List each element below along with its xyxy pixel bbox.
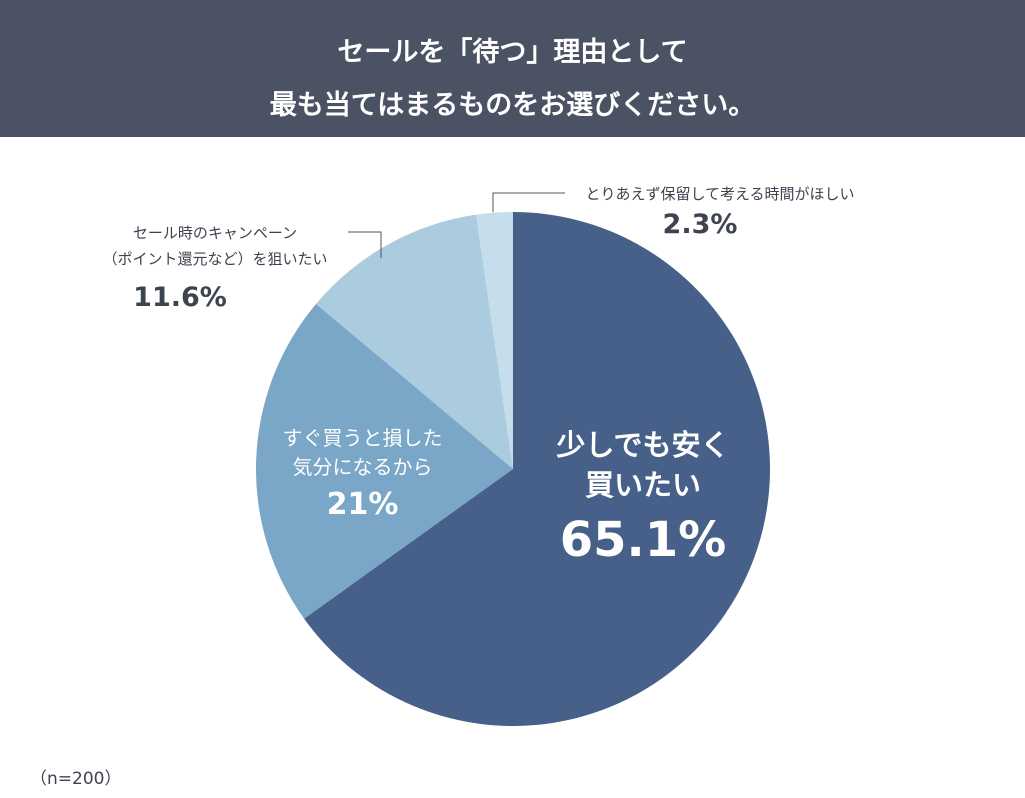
slice-4-value: 2.3% [662, 209, 738, 240]
pie-slice-2 [256, 303, 513, 619]
leader-line-slice-4 [492, 192, 565, 212]
title-line-2: 最も当てはまるものをお選びください。 [269, 90, 756, 121]
sample-size-note: （n=200） [30, 769, 122, 789]
slice-1-label: 少しでも安く 買いたい 65.1% [513, 425, 773, 575]
leader-line-slice-3 [348, 231, 382, 258]
slice-3-label: セール時のキャンペーン （ポイント還元など）を狙いたい 11.6% [60, 220, 370, 313]
slice-3-label-line2: （ポイント還元など）を狙いたい [102, 250, 328, 268]
slice-3-label-line1: セール時のキャンペーン [132, 224, 298, 242]
slice-1-label-line1: 少しでも安く [556, 428, 730, 462]
pie-slice-4 [475, 212, 513, 469]
slice-4-label-line1: とりあえず保留して考える時間がほしい [585, 185, 855, 203]
slice-2-label: すぐ買うと損した 気分になるから 21% [250, 424, 475, 528]
slice-1-label-line2: 買いたい [584, 468, 701, 502]
slice-3-value: 11.6% [133, 282, 227, 313]
pie-slice-1 [304, 212, 770, 726]
pie-slice-3 [316, 214, 513, 469]
slice-2-label-line1: すぐ買うと損した [282, 426, 443, 450]
slice-1-value: 65.1% [559, 512, 727, 568]
slice-4-label: とりあえず保留して考える時間がほしい 2.3% [560, 183, 880, 240]
slice-2-value: 21% [326, 487, 399, 522]
title-line-1: セールを「待つ」理由として [337, 37, 688, 68]
slice-2-label-line2: 気分になるから [292, 455, 433, 479]
chart-title-banner: セールを「待つ」理由として 最も当てはまるものをお選びください。 [0, 0, 1025, 137]
